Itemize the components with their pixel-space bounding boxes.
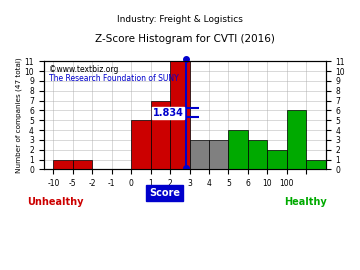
Bar — [73, 160, 92, 169]
Text: 1.834: 1.834 — [153, 108, 183, 118]
Bar — [131, 120, 150, 169]
Bar — [306, 160, 326, 169]
Bar — [248, 140, 267, 169]
Text: Score: Score — [149, 188, 180, 198]
Text: Healthy: Healthy — [284, 197, 327, 207]
Text: The Research Foundation of SUNY: The Research Foundation of SUNY — [49, 74, 179, 83]
Bar — [53, 160, 73, 169]
Bar — [189, 140, 209, 169]
Text: Industry: Freight & Logistics: Industry: Freight & Logistics — [117, 15, 243, 24]
Bar — [209, 140, 228, 169]
Text: ©www.textbiz.org: ©www.textbiz.org — [49, 65, 119, 74]
Y-axis label: Number of companies (47 total): Number of companies (47 total) — [15, 58, 22, 173]
Bar — [228, 130, 248, 169]
Title: Z-Score Histogram for CVTI (2016): Z-Score Histogram for CVTI (2016) — [95, 34, 275, 44]
Bar — [287, 110, 306, 169]
Bar — [150, 101, 170, 169]
Text: Unhealthy: Unhealthy — [27, 197, 83, 207]
Bar — [267, 150, 287, 169]
Bar — [170, 61, 189, 169]
